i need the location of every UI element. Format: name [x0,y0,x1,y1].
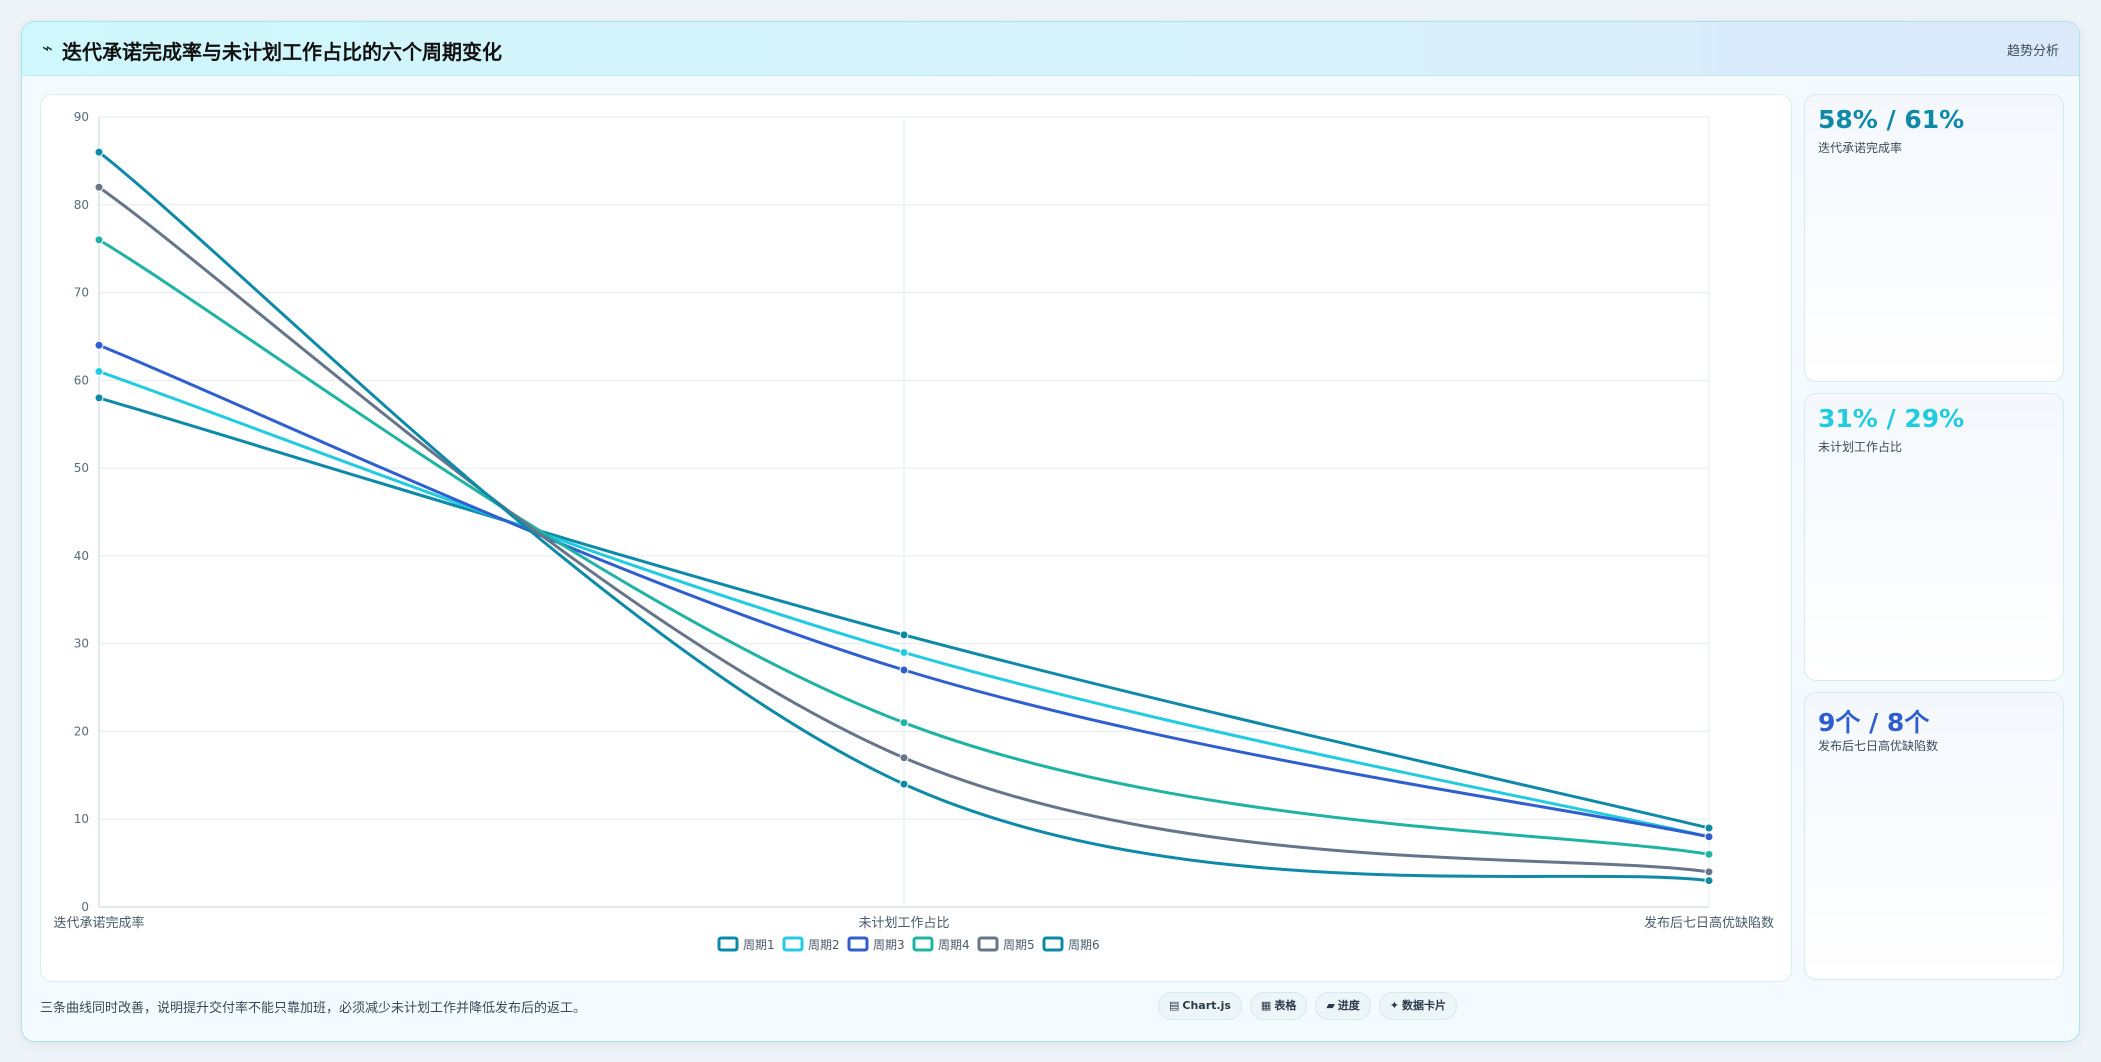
table-icon: ▦ [1260,999,1272,1012]
legend-swatch [717,936,739,952]
legend-swatch [782,936,804,952]
chip-chartjs[interactable]: ▤ Chart.js [1158,992,1242,1020]
data-point [899,630,909,640]
data-point [94,147,104,157]
y-tick-label: 50 [74,461,89,475]
chip-label: 表格 [1274,999,1297,1012]
metric-value: 9个 / 8个 [1818,708,1930,737]
data-point [899,647,909,657]
chip-progress[interactable]: ▰ 进度 [1315,992,1371,1020]
legend-swatch [977,936,999,952]
chart-icon: ▤ [1169,999,1180,1012]
data-point [1704,823,1714,833]
data-point [1704,849,1714,859]
metric-value: 58% / 61% [1818,105,1965,134]
trend-line-icon: ⌁ [42,38,53,59]
legend-label: 周期4 [938,938,970,952]
data-point [899,665,909,675]
legend-label: 周期2 [808,938,840,952]
y-tick-label: 80 [74,198,89,212]
metric-label: 迭代承诺完成率 [1818,141,1903,155]
x-tick-label: 未计划工作占比 [858,916,949,931]
y-tick-label: 0 [81,900,89,914]
header-subtitle: 趋势分析 [2006,44,2059,59]
y-tick-label: 60 [74,373,89,387]
data-point [1704,832,1714,842]
view-chips: ▤ Chart.js ▦ 表格 ▰ 进度 ✦ 数据卡片 [1158,992,1458,1020]
legend-swatch [1042,936,1064,952]
data-point [899,718,909,728]
chip-table[interactable]: ▦ 表格 [1249,992,1308,1020]
line-chart: 0 10 20 30 40 50 60 70 80 90 迭代承诺完成率 未计划工作占比 发布后七日高优… [53,110,1774,952]
y-tick-label: 70 [74,286,89,300]
dashboard-panel: ⌁ 迭代承诺完成率与未计划工作占比的六个周期变化 趋势分析 0 10 20 30 40 5… [21,21,2080,1042]
data-point [94,182,104,192]
chart-card: 0 10 20 30 40 50 60 70 80 90 迭代承诺完成率 未计划工作占比 发布后七日高优… [40,94,1792,982]
data-point [94,235,104,245]
data-card-icon: ✦ [1389,999,1400,1012]
panel-header: ⌁ 迭代承诺完成率与未计划工作占比的六个周期变化 趋势分析 [22,22,2079,76]
x-tick-label: 迭代承诺完成率 [53,915,144,931]
metric-label: 未计划工作占比 [1818,440,1903,454]
progress-icon: ▰ [1326,999,1335,1012]
legend-label: 周期6 [1068,938,1100,952]
y-tick-label: 90 [74,110,89,124]
chip-label: Chart.js [1182,999,1231,1012]
series-line [98,185,1710,874]
legend-label: 周期1 [743,938,775,952]
data-point [94,340,104,350]
insight-note: 三条曲线同时改善，说明提升交付率不能只靠加班，必须减少未计划工作并降低发布后的返… [40,1001,587,1016]
metric-card-defects: 9个 / 8个 发布后七日高优缺陷数 [1804,692,2064,980]
data-point [899,779,909,789]
legend-label: 周期5 [1003,938,1035,952]
series-line [98,150,1710,883]
y-tick-label: 20 [74,724,89,738]
metric-label: 发布后七日高优缺陷数 [1818,739,1939,753]
metric-card-unplanned: 31% / 29% 未计划工作占比 [1804,393,2064,681]
legend-swatch [912,936,934,952]
y-tick-label: 40 [74,549,89,563]
data-point [94,393,104,403]
chip-label: 数据卡片 [1402,999,1447,1012]
y-tick-label: 10 [74,812,89,826]
legend-label: 周期3 [873,938,905,952]
page-title: 迭代承诺完成率与未计划工作占比的六个周期变化 [62,40,502,64]
metric-value: 31% / 29% [1818,404,1965,433]
data-point [94,367,104,377]
chip-label: 进度 [1337,999,1360,1012]
data-point [1704,867,1714,877]
data-point [899,753,909,763]
x-tick-label: 发布后七日高优缺陷数 [1644,915,1774,931]
data-point [1704,876,1714,886]
legend-swatch [847,936,869,952]
y-tick-label: 30 [74,637,89,651]
metric-card-commitment: 58% / 61% 迭代承诺完成率 [1804,94,2064,382]
chip-data-card[interactable]: ✦ 数据卡片 [1378,992,1458,1020]
